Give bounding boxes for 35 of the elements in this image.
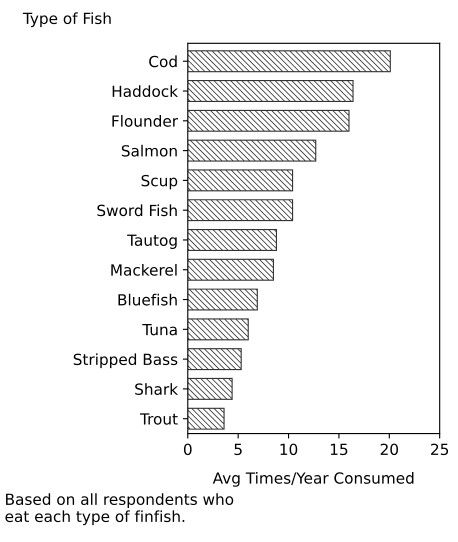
text: Based on all respondents who eat each type of finfish. <box>5 493 234 526</box>
y-axis-title: Type of Fish <box>22 12 111 28</box>
y-tick-label: Bluefish <box>118 294 177 306</box>
y-tick-label: Shark <box>135 383 178 395</box>
bar <box>188 110 350 132</box>
bar <box>188 288 258 311</box>
bar <box>188 228 278 251</box>
bar <box>188 318 249 340</box>
x-tick-label: 25 <box>431 444 448 456</box>
y-tick-label: Haddock <box>112 85 178 98</box>
bar <box>188 258 274 281</box>
x-tick-label: 10 <box>280 444 298 456</box>
y-tick-label: Tuna <box>142 324 177 336</box>
x-tick-label: 0 <box>184 444 192 456</box>
x-tick-label: 20 <box>380 444 398 456</box>
bar <box>188 408 225 430</box>
y-tick-label: Tautog <box>127 234 177 249</box>
bar <box>188 50 391 72</box>
y-tick-label: Sword Fish <box>97 204 177 216</box>
x-tick-label: 5 <box>234 444 242 456</box>
x-axis-title: Avg Times/Year Consumed <box>212 472 414 487</box>
bar <box>188 348 242 370</box>
bar <box>188 378 233 400</box>
bar <box>188 80 354 102</box>
y-tick-label: Trout <box>140 413 178 425</box>
y-tick-label: Cod <box>149 55 177 68</box>
bar <box>188 199 294 222</box>
y-tick-label: Scup <box>142 174 178 190</box>
bar <box>188 140 316 162</box>
x-tick-label: 15 <box>330 444 348 456</box>
y-tick-label: Flounder <box>112 115 178 127</box>
y-tick-label: Mackerel <box>111 264 177 276</box>
y-tick-label: Stripped Bass <box>74 353 178 368</box>
y-tick-label: Salmon <box>122 144 177 157</box>
bar <box>188 169 294 192</box>
